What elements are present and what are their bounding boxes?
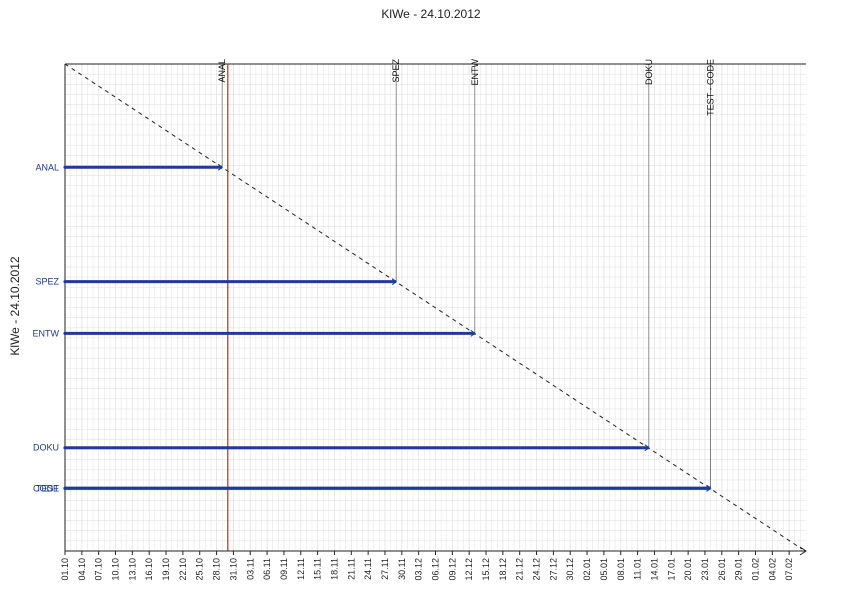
- milestone-label-spez: SPEZ: [35, 277, 59, 287]
- x-tick-label: 06.11: [262, 558, 272, 580]
- milestone-start-code: [63, 486, 67, 490]
- milestone-label-code: CODE: [33, 483, 59, 493]
- x-tick-label: 22.10: [178, 558, 188, 581]
- x-tick-label: 05.01: [599, 558, 609, 581]
- top-label-doku: DOKU: [644, 59, 654, 85]
- x-tick-label: 09.12: [447, 558, 457, 581]
- top-label-spez: SPEZ: [391, 59, 401, 83]
- x-tick-label: 19.10: [161, 558, 171, 581]
- chart-title: KlWe - 24.10.2012: [381, 7, 481, 21]
- diagonal-line: [64, 63, 803, 550]
- x-axis-arrow: [799, 546, 807, 556]
- x-tick-label: 03.12: [414, 558, 424, 581]
- grid: [65, 64, 806, 551]
- x-tick-label: 24.12: [532, 558, 542, 581]
- top-milestone-labels: ANAL SPEZ ENTW DOKU TEST - CODE: [217, 59, 715, 116]
- milestone-label-doku: DOKU: [33, 443, 59, 453]
- milestone-end-spez: [391, 278, 398, 286]
- x-tick-label: 16.10: [144, 558, 154, 581]
- x-tick-label: 01.10: [60, 558, 70, 581]
- x-tick-label: 12.11: [296, 558, 306, 580]
- top-label-anal: ANAL: [217, 59, 227, 83]
- y-axis-label: KlWe - 24.10.2012: [8, 256, 22, 356]
- x-tick-label: 27.11: [380, 558, 390, 580]
- x-tick-label: 12.12: [464, 558, 474, 581]
- x-tick-label: 09.11: [279, 558, 289, 580]
- x-tick-label: 21.11: [346, 558, 356, 580]
- milestone-end-entw: [470, 329, 476, 337]
- x-tick-label: 18.11: [329, 558, 339, 580]
- x-tick-label: 07.02: [784, 558, 794, 581]
- x-tick-label: 18.12: [498, 558, 508, 581]
- x-tick-label: 08.01: [616, 558, 626, 581]
- x-tick-label: 21.12: [515, 558, 525, 581]
- x-tick-label: 10.10: [111, 558, 121, 581]
- x-tick-label: 15.12: [481, 558, 491, 581]
- x-tick-label: 30.11: [397, 558, 407, 580]
- x-tick-label: 02.01: [582, 558, 592, 581]
- x-tick-label: 01.02: [750, 558, 760, 581]
- milestone-label-test: TEST: [36, 483, 60, 493]
- milestone-start-spez: [63, 280, 67, 284]
- milestone-start-entw: [63, 331, 67, 335]
- milestone-vertical-lines: [221, 64, 711, 489]
- milestone-label-entw: ENTW: [33, 328, 60, 338]
- x-tick-label: 11.01: [633, 558, 643, 580]
- plot-frame: [64, 63, 806, 551]
- x-tick-label: 17.01: [666, 558, 676, 581]
- top-label-test: TEST - CODE: [706, 59, 716, 116]
- milestone-end-doku: [644, 444, 650, 452]
- x-tick-label: 27.12: [548, 558, 558, 581]
- x-tick-label: 03.11: [245, 558, 255, 580]
- milestone-start-anal: [63, 165, 67, 169]
- x-tick-label: 30.12: [565, 558, 575, 581]
- milestone-start-doku: [63, 446, 67, 450]
- x-tick-label: 13.10: [127, 558, 137, 581]
- x-tick-label: 26.01: [717, 558, 727, 581]
- x-tick-label: 31.10: [228, 558, 238, 581]
- x-tick-label: 14.01: [649, 558, 659, 581]
- x-tick-label: 24.11: [363, 558, 373, 580]
- x-tick-label: 28.10: [212, 558, 222, 581]
- x-tick-label: 06.12: [431, 558, 441, 581]
- x-tick-label: 23.01: [700, 558, 710, 581]
- milestone-end-anal: [217, 163, 224, 171]
- x-tick-label: 29.01: [734, 558, 744, 581]
- x-tick-labels: 01.10 04.10 07.10 10.10 13.10 16.10 19.10 22.10…: [60, 551, 794, 581]
- x-tick-label: 20.01: [683, 558, 693, 581]
- diagonal-reference: [64, 63, 803, 550]
- milestone-end-code: [706, 484, 712, 492]
- x-tick-label: 04.02: [767, 558, 777, 581]
- x-tick-label: 15.11: [313, 558, 323, 580]
- milestone-bars: [63, 163, 712, 492]
- top-label-entw: ENTW: [470, 59, 480, 86]
- x-tick-label: 04.10: [77, 558, 87, 581]
- x-tick-label: 25.10: [195, 558, 205, 581]
- x-tick-label: 07.10: [94, 558, 104, 581]
- milestone-label-anal: ANAL: [35, 162, 59, 172]
